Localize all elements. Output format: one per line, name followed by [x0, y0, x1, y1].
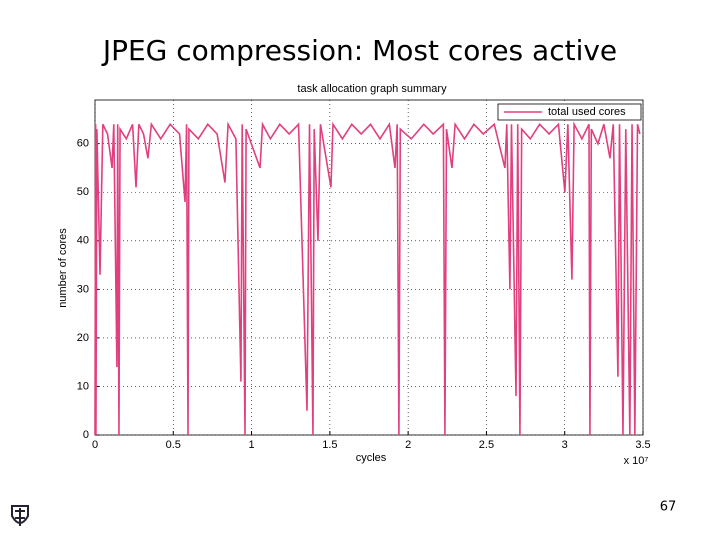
y-axis-label: number of cores [57, 228, 69, 308]
x-tick-label: 0.5 [166, 439, 181, 451]
x-tick-label: 2.5 [479, 439, 494, 451]
logo [11, 505, 29, 526]
x-tick-label: 3 [562, 439, 568, 451]
chart-title: task allocation graph summary [297, 83, 447, 95]
y-tick-label: 60 [77, 138, 89, 150]
x-tick-label: 1.5 [322, 439, 337, 451]
legend-label: total used cores [548, 106, 626, 118]
y-tick-label: 30 [77, 283, 89, 295]
y-tick-label: 40 [77, 235, 89, 247]
x-multiplier: x 10⁷ [624, 455, 649, 467]
page-number: 67 [660, 500, 677, 515]
x-tick-label: 2 [405, 439, 411, 451]
x-tick-label: 0 [92, 439, 98, 451]
x-tick-label: 3.5 [635, 439, 650, 451]
y-tick-label: 50 [77, 186, 89, 198]
x-tick-label: 1 [249, 439, 255, 451]
y-tick-label: 0 [83, 429, 89, 441]
y-tick-label: 20 [77, 332, 89, 344]
legend-box [497, 103, 642, 121]
slide-title: JPEG compression: Most cores active [101, 34, 617, 67]
y-tick-label: 10 [77, 380, 89, 392]
data-line [94, 121, 641, 436]
x-axis-label: cycles [356, 452, 387, 464]
